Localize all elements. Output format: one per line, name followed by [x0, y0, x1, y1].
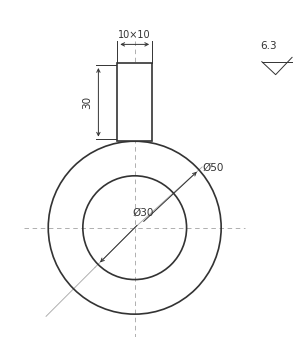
- Text: 30: 30: [82, 96, 92, 109]
- Bar: [117, 63, 152, 141]
- Text: Ø50: Ø50: [202, 163, 224, 173]
- Text: 10×10: 10×10: [118, 30, 151, 40]
- Text: Ø30: Ø30: [132, 207, 154, 217]
- Text: 6.3: 6.3: [261, 41, 277, 51]
